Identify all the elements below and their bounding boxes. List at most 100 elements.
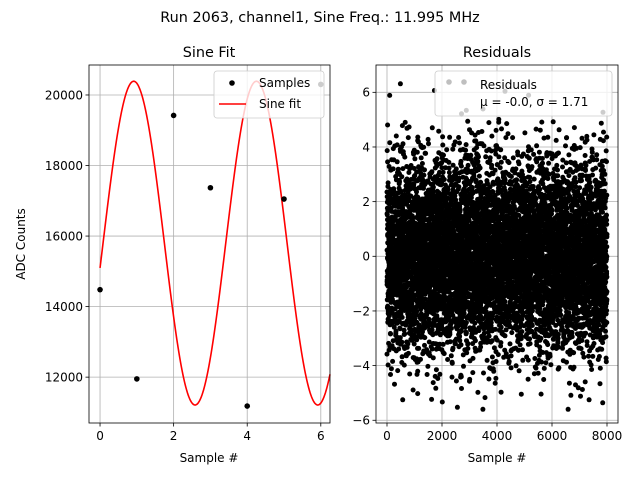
residual-point	[425, 136, 431, 142]
residual-point	[415, 139, 421, 145]
sine-fit-legend-samples-marker	[229, 80, 235, 86]
residual-point	[493, 359, 499, 364]
residual-point	[457, 333, 463, 339]
residual-point	[433, 385, 439, 391]
residual-point	[430, 184, 436, 190]
residual-point	[498, 324, 504, 330]
residual-point	[456, 175, 462, 181]
residual-point	[445, 187, 451, 193]
residual-point	[421, 144, 427, 150]
residual-point	[385, 362, 391, 368]
residual-point	[385, 159, 391, 165]
residual-point	[437, 169, 442, 175]
figure-suptitle: Run 2063, channel1, Sine Freq.: 11.995 M…	[160, 10, 479, 26]
residual-point	[405, 341, 411, 347]
residual-point	[414, 189, 419, 195]
residual-point	[415, 134, 421, 140]
residual-point	[463, 142, 469, 148]
residual-point	[509, 330, 515, 336]
residual-point	[446, 159, 452, 165]
residual-point	[393, 133, 399, 139]
residual-point	[486, 120, 492, 126]
residual-point	[506, 160, 512, 166]
residual-point	[478, 179, 484, 185]
residual-point	[402, 119, 408, 125]
residual-point	[398, 188, 404, 194]
residual-point	[397, 179, 402, 185]
residual-point	[419, 161, 425, 166]
residual-point	[414, 337, 420, 343]
residual-point	[481, 143, 487, 149]
residual-point	[384, 351, 390, 357]
sample-point	[207, 184, 214, 191]
residual-point	[508, 174, 514, 179]
residual-point	[483, 310, 489, 316]
residual-point	[416, 345, 422, 351]
residual-point	[397, 81, 403, 87]
residual-point	[388, 366, 394, 372]
residual-point	[384, 148, 390, 154]
residual-point	[405, 350, 411, 356]
residual-point	[450, 345, 456, 351]
residual-point	[429, 125, 435, 131]
residual-point	[487, 155, 493, 161]
sample-point	[244, 403, 251, 409]
residual-point	[497, 165, 503, 171]
residual-point	[473, 177, 479, 183]
residual-point	[458, 163, 464, 169]
residual-point	[439, 399, 445, 405]
sine-fit-xtick-label: 6	[317, 429, 325, 443]
sine-fit-legend-fit-label: Sine fit	[259, 97, 301, 111]
residual-point	[406, 170, 412, 175]
residual-point	[395, 166, 401, 172]
residual-point	[504, 121, 510, 127]
residual-point	[399, 339, 405, 345]
residual-point	[434, 156, 440, 162]
residual-point	[422, 335, 428, 341]
residual-point	[453, 378, 459, 384]
residual-point	[385, 122, 391, 128]
residual-point	[452, 341, 458, 346]
residual-point	[429, 169, 435, 175]
residual-point	[452, 139, 458, 145]
residual-point	[397, 335, 403, 341]
residual-point	[470, 370, 476, 376]
residual-point	[513, 363, 519, 369]
residual-point	[496, 116, 502, 122]
residual-point	[464, 350, 470, 356]
sine-fit-legend: Samples Sine fit	[213, 70, 325, 119]
residual-point	[390, 166, 396, 172]
residual-point	[454, 404, 460, 410]
residual-point	[461, 310, 467, 316]
residual-point	[388, 372, 393, 377]
sample-point	[281, 196, 287, 202]
residual-point	[399, 174, 405, 180]
residual-point	[388, 331, 393, 337]
residual-point	[415, 391, 421, 397]
residual-point	[465, 162, 471, 168]
residual-point	[441, 152, 446, 158]
residual-point	[471, 173, 477, 179]
residual-point	[408, 163, 414, 168]
residual-point	[488, 148, 494, 154]
residual-point	[453, 166, 459, 172]
residual-point	[470, 355, 476, 361]
residual-point	[423, 150, 429, 156]
residual-point	[481, 370, 486, 376]
residual-point	[426, 316, 432, 322]
residual-point	[430, 380, 436, 386]
sine-fit-xtick-label: 2	[170, 429, 178, 443]
residuals-points-group	[384, 81, 610, 412]
residual-point	[440, 341, 446, 347]
residual-point	[467, 376, 473, 382]
residual-point	[446, 170, 452, 175]
residual-point	[502, 177, 508, 183]
sine-fit-ytick-label: 18000	[45, 159, 83, 173]
residual-point	[457, 140, 462, 146]
residual-point	[410, 387, 416, 393]
residual-point	[488, 320, 494, 326]
residual-point	[393, 328, 399, 334]
residual-point	[481, 330, 487, 336]
residual-point	[440, 134, 446, 140]
residual-point	[407, 371, 413, 377]
